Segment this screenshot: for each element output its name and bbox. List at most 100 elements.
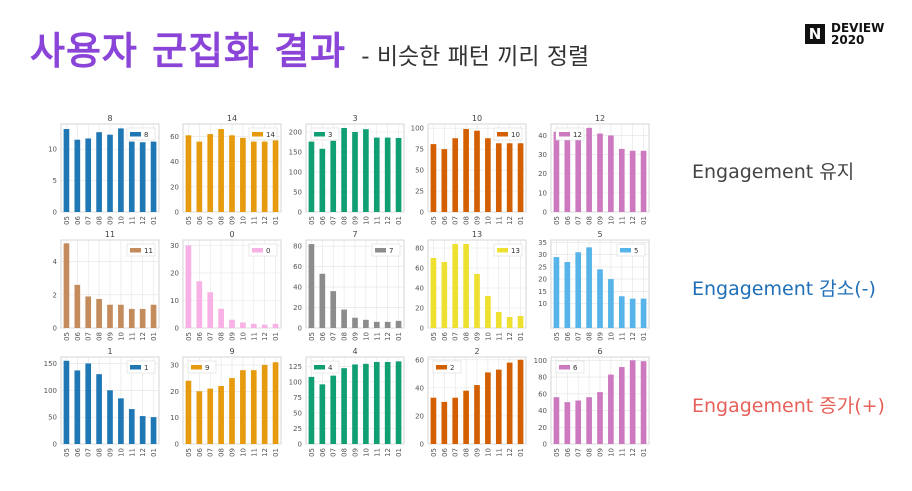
bar-07 bbox=[85, 363, 92, 444]
legend-swatch bbox=[497, 248, 508, 253]
bar-11 bbox=[250, 370, 257, 444]
x-tick-label: 01 bbox=[272, 216, 280, 225]
bar-07 bbox=[330, 291, 337, 328]
bar-07 bbox=[85, 296, 92, 328]
bar-09 bbox=[352, 317, 358, 328]
bar-01 bbox=[395, 361, 402, 444]
x-tick-label: 05 bbox=[553, 216, 561, 225]
x-tick-label: 06 bbox=[196, 331, 204, 340]
x-tick-label: 11 bbox=[373, 448, 381, 457]
bar-01 bbox=[395, 320, 402, 328]
bar-06 bbox=[441, 149, 448, 212]
y-tick-label: 25 bbox=[538, 263, 547, 271]
bar-09 bbox=[474, 130, 480, 212]
legend-swatch bbox=[130, 132, 141, 137]
bar-09 bbox=[352, 364, 358, 444]
legend-label: 13 bbox=[511, 247, 520, 255]
bar-11 bbox=[373, 361, 380, 444]
bar-07 bbox=[330, 140, 337, 212]
x-tick-label: 10 bbox=[484, 448, 492, 457]
bar-05 bbox=[553, 397, 560, 444]
y-tick-label: 25 bbox=[415, 188, 424, 196]
legend-swatch bbox=[130, 248, 141, 253]
x-tick-label: 12 bbox=[139, 448, 147, 457]
x-tick-label: 07 bbox=[85, 448, 93, 457]
x-tick-label: 05 bbox=[308, 332, 316, 341]
bar-05 bbox=[63, 360, 70, 444]
x-tick-label: 05 bbox=[430, 448, 438, 457]
y-tick-label: 0 bbox=[298, 441, 302, 449]
legend-label: 4 bbox=[328, 364, 333, 372]
bar-10 bbox=[363, 363, 369, 444]
x-tick-label: 07 bbox=[207, 448, 215, 457]
x-tick-label: 08 bbox=[218, 216, 226, 225]
chart-title: 13 bbox=[472, 230, 482, 239]
x-tick-label: 10 bbox=[117, 332, 125, 341]
legend-label: 2 bbox=[450, 364, 454, 372]
x-tick-label: 01 bbox=[395, 216, 403, 225]
bar-08 bbox=[586, 247, 592, 328]
x-tick-label: 07 bbox=[452, 332, 460, 341]
x-tick-label: 01 bbox=[150, 216, 158, 225]
legend-label: 11 bbox=[144, 247, 153, 255]
bar-10 bbox=[118, 304, 124, 328]
bar-05 bbox=[185, 245, 192, 328]
x-tick-label: 06 bbox=[441, 331, 449, 340]
bar-05 bbox=[185, 380, 192, 444]
bar-11 bbox=[618, 367, 625, 444]
legend-swatch bbox=[314, 132, 325, 137]
bar-12 bbox=[629, 150, 636, 212]
x-tick-label: 11 bbox=[250, 216, 258, 225]
bar-12 bbox=[384, 137, 391, 212]
bar-08 bbox=[463, 244, 469, 328]
bar-12 bbox=[506, 143, 513, 212]
y-tick-label: 75 bbox=[415, 146, 424, 154]
logo-mark: N bbox=[805, 24, 825, 44]
bar-09 bbox=[107, 304, 113, 328]
bar-09 bbox=[474, 274, 480, 328]
y-tick-label: 60 bbox=[538, 390, 547, 398]
legend-label: 5 bbox=[634, 247, 638, 255]
bar-07 bbox=[207, 134, 214, 212]
bar-10 bbox=[608, 135, 614, 212]
y-tick-label: 10 bbox=[538, 300, 547, 308]
x-tick-label: 06 bbox=[74, 215, 82, 224]
x-tick-label: 11 bbox=[128, 448, 136, 457]
x-tick-label: 12 bbox=[139, 332, 147, 341]
x-tick-label: 01 bbox=[150, 332, 158, 341]
bar-12 bbox=[139, 308, 146, 328]
bar-10 bbox=[485, 372, 491, 444]
bar-06 bbox=[564, 262, 571, 328]
y-tick-label: 100 bbox=[411, 125, 424, 133]
y-tick-label: 20 bbox=[415, 305, 424, 313]
x-tick-label: 12 bbox=[261, 448, 269, 457]
bar-05 bbox=[63, 129, 70, 212]
legend-swatch bbox=[191, 365, 202, 370]
x-tick-label: 12 bbox=[629, 448, 637, 457]
x-tick-label: 12 bbox=[506, 216, 514, 225]
bar-08 bbox=[341, 368, 347, 444]
bar-01 bbox=[517, 143, 524, 212]
y-tick-label: 35 bbox=[538, 239, 547, 247]
x-tick-label: 01 bbox=[640, 332, 648, 341]
y-tick-label: 150 bbox=[44, 360, 57, 368]
y-tick-label: 20 bbox=[293, 304, 302, 312]
row-label-increase: Engagement 증가(+) bbox=[692, 395, 885, 417]
x-tick-label: 05 bbox=[185, 216, 193, 225]
x-tick-label: 07 bbox=[575, 448, 583, 457]
bar-08 bbox=[586, 127, 592, 212]
bar-09 bbox=[229, 378, 235, 444]
y-tick-label: 20 bbox=[170, 388, 179, 396]
bar-05 bbox=[430, 258, 437, 328]
y-tick-label: 30 bbox=[170, 361, 179, 369]
x-tick-label: 08 bbox=[463, 332, 471, 341]
slide-subtitle: - 비슷한 패턴 끼리 정렬 bbox=[361, 44, 590, 70]
x-tick-label: 10 bbox=[117, 448, 125, 457]
y-tick-label: 0 bbox=[53, 441, 57, 449]
x-tick-label: 05 bbox=[308, 448, 316, 457]
legend-swatch bbox=[130, 365, 141, 370]
x-tick-label: 06 bbox=[74, 331, 82, 340]
